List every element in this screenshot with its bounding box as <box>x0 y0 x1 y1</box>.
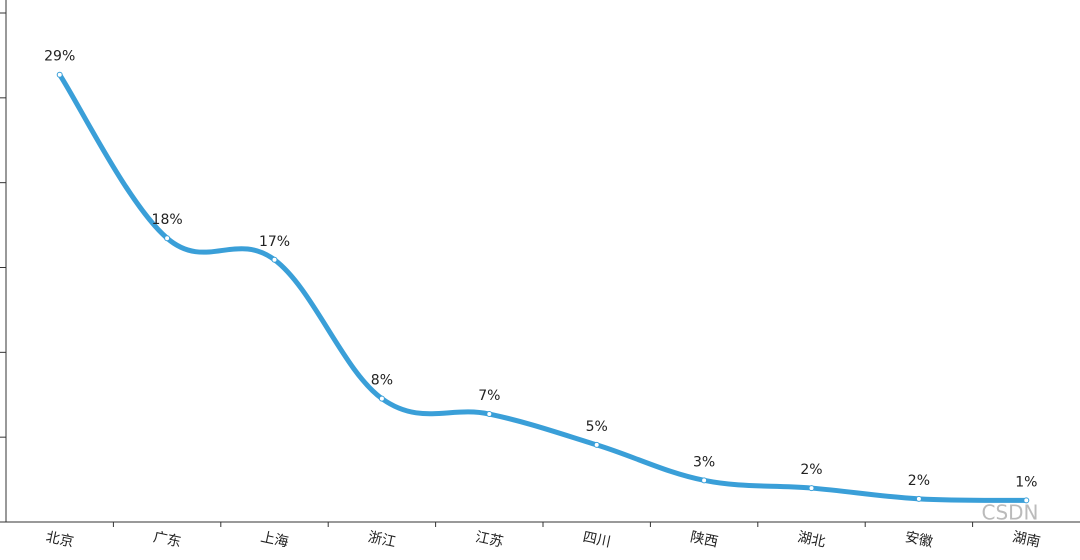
value-label: 17% <box>259 234 290 250</box>
value-label: 7% <box>478 388 500 404</box>
point <box>486 411 493 418</box>
point <box>593 441 600 448</box>
point <box>915 495 922 502</box>
x-tick-label: 四川 <box>581 529 612 550</box>
value-label: 2% <box>908 473 930 489</box>
x-tick-label: 湖南 <box>1011 529 1042 550</box>
value-label: 3% <box>693 454 715 470</box>
point <box>271 256 278 263</box>
value-label: 29% <box>44 49 75 65</box>
x-tick-label: 广东 <box>152 529 183 550</box>
x-tick-label: 安徽 <box>904 529 935 550</box>
value-label: 5% <box>586 419 608 435</box>
x-tick-label: 浙江 <box>367 529 398 550</box>
x-tick-label: 上海 <box>259 529 290 550</box>
x-tick-label: 湖北 <box>796 529 827 550</box>
value-label: 18% <box>152 212 183 228</box>
point <box>1023 497 1030 504</box>
value-label: 8% <box>371 373 393 389</box>
x-tick-label: 江苏 <box>474 529 505 550</box>
point <box>701 477 708 484</box>
x-tick-label: 陕西 <box>689 529 720 550</box>
value-label: 1% <box>1015 474 1037 490</box>
point <box>56 71 63 78</box>
x-tick-label: 北京 <box>44 529 75 550</box>
watermark: CSDN <box>981 501 1038 525</box>
point <box>164 235 171 242</box>
point <box>378 395 385 402</box>
line <box>57 72 1029 503</box>
value-label: 2% <box>800 462 822 478</box>
point <box>808 485 815 492</box>
